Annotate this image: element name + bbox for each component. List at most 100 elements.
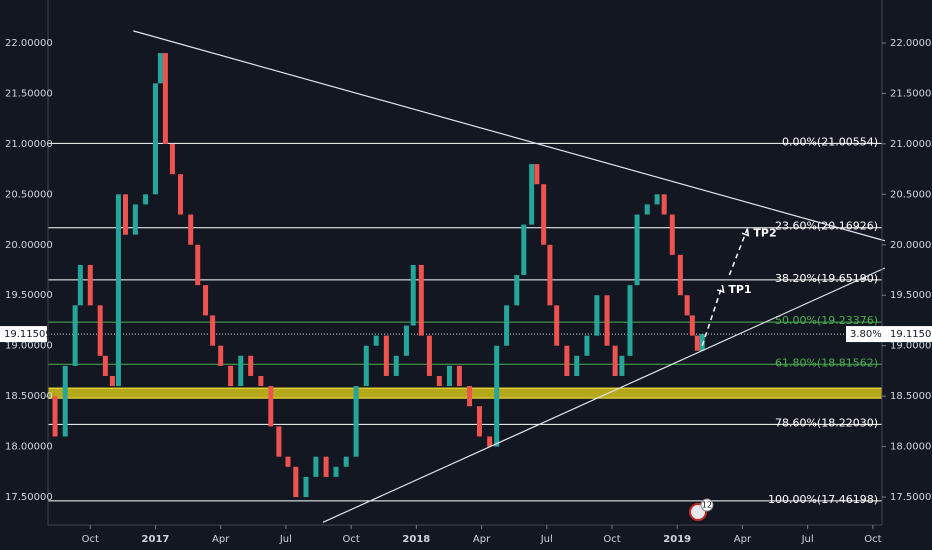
y-tick-label-left: 22.00000 [5,38,53,49]
x-tick-label: Jul [540,534,553,545]
candle [604,295,610,346]
candle [534,164,540,185]
candle [467,386,473,407]
x-tick-label: Apr [473,534,491,545]
target-arrowhead [716,285,725,294]
candle [228,365,234,387]
candle [574,355,580,376]
candle [152,83,158,195]
candle [547,244,553,306]
candle [276,426,282,457]
candle [393,355,399,376]
support-zone [47,387,883,399]
x-tick-label: 2017 [142,534,170,545]
target-arrowhead [741,228,750,237]
price-box-right [846,326,932,343]
candle [72,305,78,366]
candle [554,305,560,346]
fib-label: 0.00%(21.00554) [782,135,878,148]
candle [661,194,667,215]
candle [268,386,274,427]
y-tick-label-right: 20.00000 [890,240,932,251]
candle [619,355,625,376]
candle [62,365,68,437]
candle [529,164,535,225]
y-tick-label-right: 21.00000 [890,139,932,150]
candle [97,305,103,356]
candle [383,335,389,376]
fib-label: 61.80%(18.81562) [775,356,878,369]
candle [564,345,570,376]
y-tick-label-left: 19.50000 [5,290,53,301]
target-arrow [701,284,724,346]
fib-label: 100.00%(17.46198) [768,493,878,506]
candle [654,194,660,205]
y-tick-label-left: 17.50000 [5,492,53,503]
candle [52,396,58,437]
fib-label: 78.60%(18.22030) [775,416,878,429]
x-tick-label: Apr [734,534,752,545]
y-tick-label-right: 17.50000 [890,492,932,503]
candle [612,345,618,376]
price-label-right: 19.11509 [890,329,932,340]
y-tick-label-left: 21.50000 [5,88,53,99]
candle [132,204,138,235]
fib-label: 38.20%(19.65190) [775,272,878,285]
candle [436,375,442,387]
candle [323,456,329,477]
candle [456,365,462,387]
y-tick-label-left: 19.00000 [5,341,53,352]
candle [694,335,700,351]
y-tick-label-left: 20.50000 [5,189,53,200]
x-tick-label: Oct [342,534,359,545]
candle [514,275,520,306]
candle [504,305,510,346]
fib-label: 23.60%(20.16926) [775,220,878,233]
candle [248,355,254,376]
y-tick-label-right: 21.50000 [890,88,932,99]
candle [627,285,633,356]
candle [363,345,369,387]
candle [169,143,175,175]
x-tick-label: 2018 [402,534,430,545]
trendline [322,267,886,523]
candle [102,355,108,376]
candle [644,204,650,215]
candle [446,365,452,387]
y-tick-label-right: 18.00000 [890,442,932,453]
price-box-left [0,326,47,343]
candle [343,456,349,467]
candle [178,174,184,215]
candle [426,335,432,376]
candle [594,295,600,336]
candle [157,53,163,84]
candle [521,224,527,276]
candle [195,244,201,286]
x-tick-label: Oct [82,534,99,545]
y-tick-label-left: 18.00000 [5,442,53,453]
candle [115,194,121,387]
y-tick-label-left: 18.50000 [5,391,53,402]
candle [403,325,409,356]
target-label: TP1 [728,283,751,296]
candle [494,345,500,447]
candle [313,456,319,477]
candle [203,285,209,316]
y-tick-label-right: 19.00000 [890,341,932,352]
candle [210,315,216,346]
candle [476,406,482,437]
x-tick-label: Jul [801,534,814,545]
x-tick-label: Oct [603,534,620,545]
trendline [133,30,886,242]
candle [634,214,640,286]
candle [238,355,244,387]
event-count: 12 [702,501,712,510]
candle [285,456,291,467]
candle [333,466,339,477]
candle [303,476,309,498]
price-label-left: 19.11509 [4,329,52,340]
candle [162,53,168,144]
x-tick-label: Oct [864,534,881,545]
candle [87,264,93,306]
y-tick-label-right: 18.50000 [890,391,932,402]
